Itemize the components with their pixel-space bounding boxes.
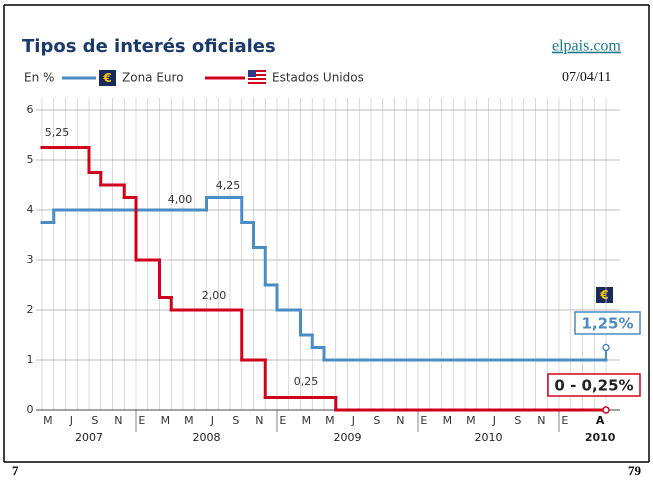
x-tick-label: M [43,414,53,427]
y-tick-label: 0 [27,403,34,416]
annotation: 2,00 [202,289,227,302]
x-tick-label: S [232,414,239,427]
annotation: 5,25 [45,126,70,139]
x-tick-label: S [514,414,521,427]
x-tick-label: M [302,414,312,427]
end-label-box [574,311,641,335]
x-tick-label: E [138,414,145,427]
x-tick-label: A [596,414,605,427]
euro-icon-end [596,287,613,303]
y-tick-label: 6 [27,103,34,116]
y-tick-label: 4 [27,203,34,216]
annotation: 4,00 [168,193,193,206]
date: 07/04/11 [562,70,611,85]
y-tick-label: 3 [27,253,34,266]
year-label: 2010 [475,431,503,444]
x-tick-label: M [443,414,453,427]
x-tick-label: S [373,414,380,427]
source-link[interactable]: elpais.com [552,38,621,55]
page-number: 79 [628,463,642,478]
x-tick-label: N [537,414,545,427]
us-flag [248,70,266,84]
title: Tipos de interés oficiales [22,36,276,57]
x-tick-label: M [184,414,194,427]
x-tick-label: M [466,414,476,427]
y-tick-label: 2 [27,303,34,316]
euro-icon [99,70,116,86]
x-tick-label: J [492,414,496,427]
year-label: 2008 [193,431,221,444]
x-tick-label: E [420,414,427,427]
year-label: 2007 [75,431,103,444]
x-tick-label: J [351,414,355,427]
end-label: 0 - 0,25% [554,377,633,395]
x-tick-label: E [279,414,286,427]
legend-label: Zona Euro [122,71,184,85]
annotation: 0,25 [294,375,319,388]
end-marker [602,343,610,352]
x-tick-label: N [396,414,404,427]
x-tick-label: N [255,414,263,427]
y-tick-label: 1 [27,353,34,366]
x-tick-label: J [69,414,73,427]
x-tick-label: J [210,414,214,427]
euro-symbol: € [599,288,608,302]
annotation: 4,25 [216,179,241,192]
page-number: 7 [12,463,19,478]
x-tick-label: M [325,414,335,427]
x-tick-label: M [161,414,171,427]
x-tick-label: E [561,414,568,427]
unit: En % [24,71,54,85]
end-marker [602,406,610,414]
year-label: 2009 [334,431,362,444]
end-label: 1,25% [581,315,633,333]
x-tick-label: S [91,414,98,427]
end-label-box [547,373,641,397]
x-tick-label: N [114,414,122,427]
euro-symbol: € [102,71,111,85]
y-tick-label: 5 [27,153,34,166]
year-label: 2010 [585,431,616,444]
legend-label: Estados Unidos [272,71,364,85]
